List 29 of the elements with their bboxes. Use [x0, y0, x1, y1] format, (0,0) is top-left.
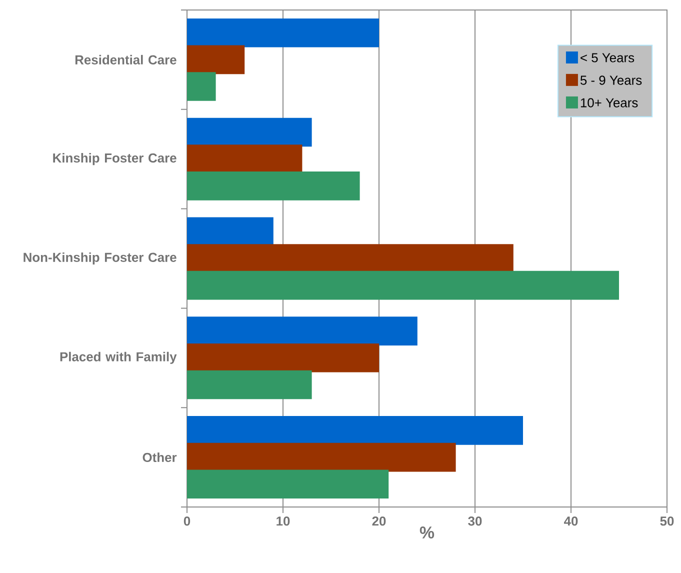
bar [187, 442, 456, 472]
x-tick-label: 0 [184, 516, 190, 526]
bar [187, 244, 514, 273]
y-tick-label: Placed with Family [60, 352, 177, 364]
legend-label: 10+ Years [580, 98, 638, 108]
bar [187, 416, 524, 445]
x-tick-label: 50 [660, 516, 674, 526]
bar [187, 370, 312, 400]
bar [187, 18, 380, 48]
bar [187, 343, 380, 372]
bar [187, 118, 312, 147]
x-tick-label: 30 [468, 516, 482, 526]
y-tick-label: Other [142, 452, 177, 462]
bar [187, 470, 389, 499]
bar [187, 217, 274, 246]
x-tick-label: 20 [372, 516, 386, 526]
bar [187, 316, 418, 346]
x-tick-label: 10 [276, 516, 290, 526]
bar [187, 172, 360, 200]
x-axis-title: % [420, 526, 434, 538]
y-tick-label: Non-Kinship Foster Care [24, 252, 176, 265]
y-tick-label: Residential Care [75, 54, 176, 64]
bar [187, 45, 245, 74]
y-tick-label: Kinship Foster Care [53, 153, 176, 166]
bar [187, 72, 216, 101]
legend-label: 5 - 9 Years [580, 76, 642, 85]
legend-label: < 5 Years [580, 53, 634, 62]
bar [187, 270, 620, 300]
x-tick-label: 40 [564, 516, 578, 526]
